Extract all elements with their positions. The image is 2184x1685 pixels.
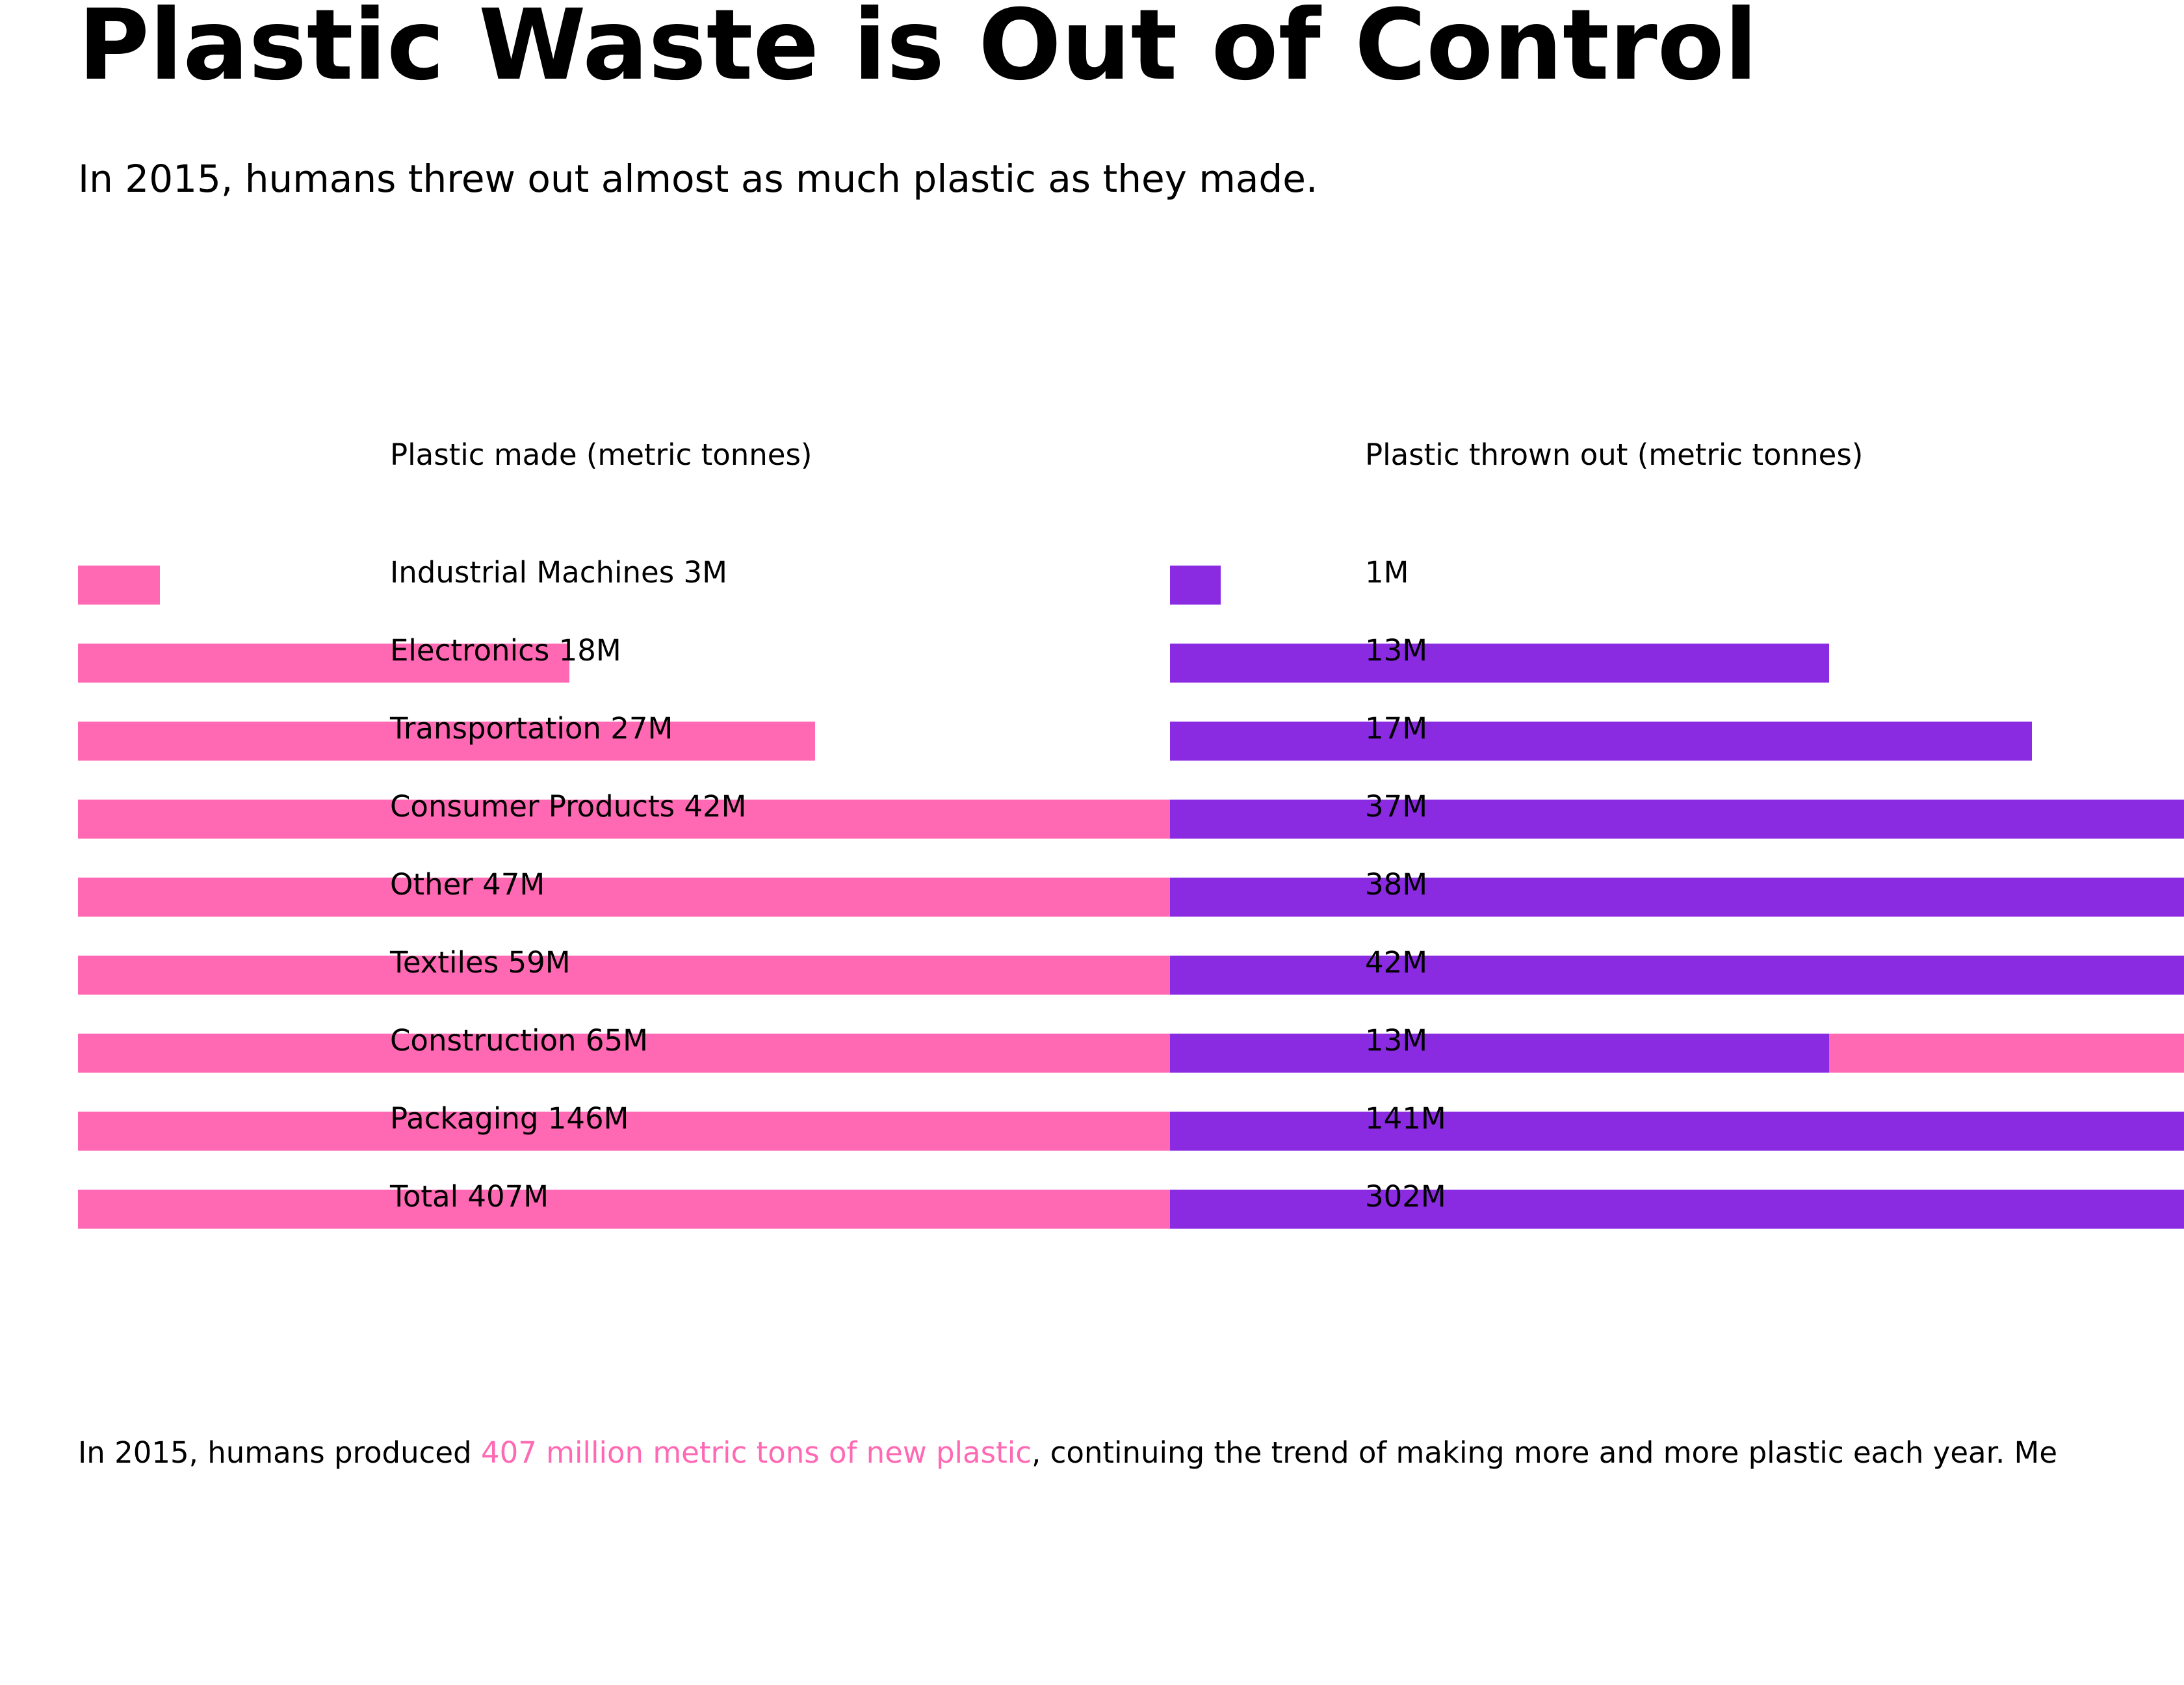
made-label-textiles: Textiles 59M — [389, 945, 571, 980]
thrown-bar-textiles — [1170, 956, 2184, 995]
thrown-bar-industrial-machines — [1170, 566, 1221, 605]
thrown-label-packaging: 141M — [1365, 1101, 1446, 1136]
made-bar-total — [78, 1190, 1170, 1229]
thrown-bar-transportation — [1170, 722, 2032, 761]
thrown-label-transportation: 17M — [1365, 711, 1427, 746]
thrown-header: Plastic thrown out (metric tonnes) — [1365, 438, 1863, 472]
made-bar-textiles — [78, 956, 1170, 995]
made-bar-transportation — [78, 722, 815, 761]
made-label-consumer-products: Consumer Products 42M — [390, 789, 746, 824]
made-label-industrial-machines: Industrial Machines 3M — [390, 555, 727, 590]
thrown-label-consumer-products: 37M — [1365, 789, 1427, 824]
thrown-bar-construction — [1170, 1034, 1829, 1073]
thrown-bar-electronics — [1170, 644, 1829, 683]
made-bar-consumer-products — [78, 800, 1170, 839]
thrown-label-total: 302M — [1365, 1179, 1446, 1214]
made-header: Plastic made (metric tonnes) — [390, 438, 812, 472]
made-bars — [78, 566, 2184, 1229]
made-bar-construction — [78, 1034, 1170, 1073]
footnote: In 2015, humans produced 407 million met… — [78, 1430, 2057, 1476]
row-labels: Industrial Machines 3M 1M Electronics 18M 1… — [389, 555, 1446, 1214]
thrown-label-other: 38M — [1365, 867, 1427, 902]
made-bar-packaging — [78, 1112, 1170, 1151]
made-bar-other — [78, 878, 1170, 917]
made-bar-industrial-machines — [78, 566, 160, 605]
thrown-label-industrial-machines: 1M — [1365, 555, 1409, 590]
made-label-transportation: Transportation 27M — [389, 711, 673, 746]
thrown-bar-other — [1170, 878, 2184, 917]
made-label-construction: Construction 65M — [390, 1023, 648, 1058]
made-label-other: Other 47M — [390, 867, 545, 902]
thrown-label-textiles: 42M — [1365, 945, 1427, 980]
thrown-label-construction: 13M — [1365, 1023, 1427, 1058]
thrown-bar-consumer-products — [1170, 800, 2184, 839]
made-label-packaging: Packaging 146M — [390, 1101, 629, 1136]
made-label-electronics: Electronics 18M — [390, 633, 621, 668]
thrown-bars — [1170, 566, 2184, 1229]
thrown-label-electronics: 13M — [1365, 633, 1427, 668]
page-subtitle: In 2015, humans threw out almost as much… — [78, 157, 1318, 201]
made-label-total: Total 407M — [389, 1179, 549, 1214]
page-title: Plastic Waste is Out of Control — [78, 0, 1758, 102]
made-bar-electronics — [78, 644, 569, 683]
made-bar-extension-construction — [1829, 1034, 2184, 1073]
thrown-bar-packaging — [1170, 1112, 2184, 1151]
footnote-prefix: In 2015, humans produced — [78, 1435, 481, 1470]
footnote-suffix: , continuing the trend of making more an… — [1031, 1435, 2058, 1470]
footnote-highlight: 407 million metric tons of new plastic — [480, 1435, 1032, 1470]
thrown-bar-total — [1170, 1190, 2184, 1229]
